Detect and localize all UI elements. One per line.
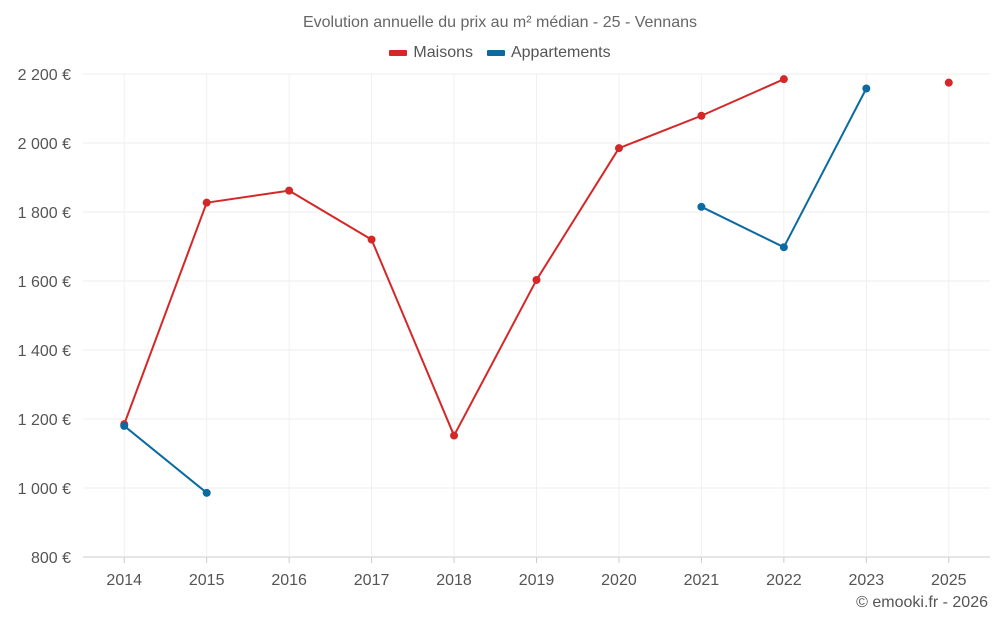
legend-swatch-appartements	[486, 50, 505, 56]
y-tick-label: 1 600 €	[18, 274, 71, 291]
x-tick-label: 2015	[189, 572, 225, 589]
credit: © emooki.fr - 2026	[856, 594, 988, 611]
y-tick-label: 800 €	[31, 550, 71, 567]
y-tick-label: 1 200 €	[18, 412, 71, 429]
point-maisons	[532, 275, 541, 284]
x-tick-label: 2016	[271, 572, 307, 589]
x-tick-label: 2017	[354, 572, 390, 589]
point-maisons	[450, 431, 459, 440]
legend-label-appartements: Appartements	[510, 44, 611, 61]
legend-swatch-maisons	[389, 50, 408, 56]
point-appartements	[697, 202, 706, 211]
y-tick-label: 2 200 €	[18, 67, 71, 84]
y-tick-label: 1 400 €	[18, 343, 71, 360]
point-appartements	[862, 84, 871, 93]
point-appartements	[779, 243, 788, 252]
legend-item-maisons[interactable]: Maisons	[389, 44, 473, 62]
x-tick-label: 2019	[519, 572, 555, 589]
x-tick-label: 2018	[436, 572, 472, 589]
line-appartements	[123, 425, 208, 494]
point-appartements	[120, 421, 129, 430]
y-tick-label: 1 000 €	[18, 481, 71, 498]
point-maisons	[779, 75, 788, 84]
legend-label-maisons: Maisons	[413, 44, 473, 61]
x-tick-label: 2025	[931, 572, 967, 589]
point-maisons	[367, 235, 376, 244]
legend-item-appartements[interactable]: Appartements	[486, 44, 611, 62]
chart-title: Evolution annuelle du prix au m² médian …	[302, 14, 697, 31]
x-tick-label: 2014	[106, 572, 142, 589]
x-tick-label: 2022	[766, 572, 802, 589]
point-maisons	[697, 111, 706, 120]
x-tick-label: 2023	[849, 572, 885, 589]
point-maisons	[614, 144, 623, 153]
y-tick-label: 2 000 €	[18, 136, 71, 153]
point-maisons	[944, 78, 953, 87]
point-maisons	[202, 198, 211, 207]
legend: Maisons Appartements	[0, 44, 1000, 62]
x-tick-label: 2021	[684, 572, 720, 589]
y-tick-label: 1 800 €	[18, 205, 71, 222]
point-appartements	[202, 488, 211, 497]
x-tick-label: 2020	[601, 572, 637, 589]
point-maisons	[285, 186, 294, 195]
